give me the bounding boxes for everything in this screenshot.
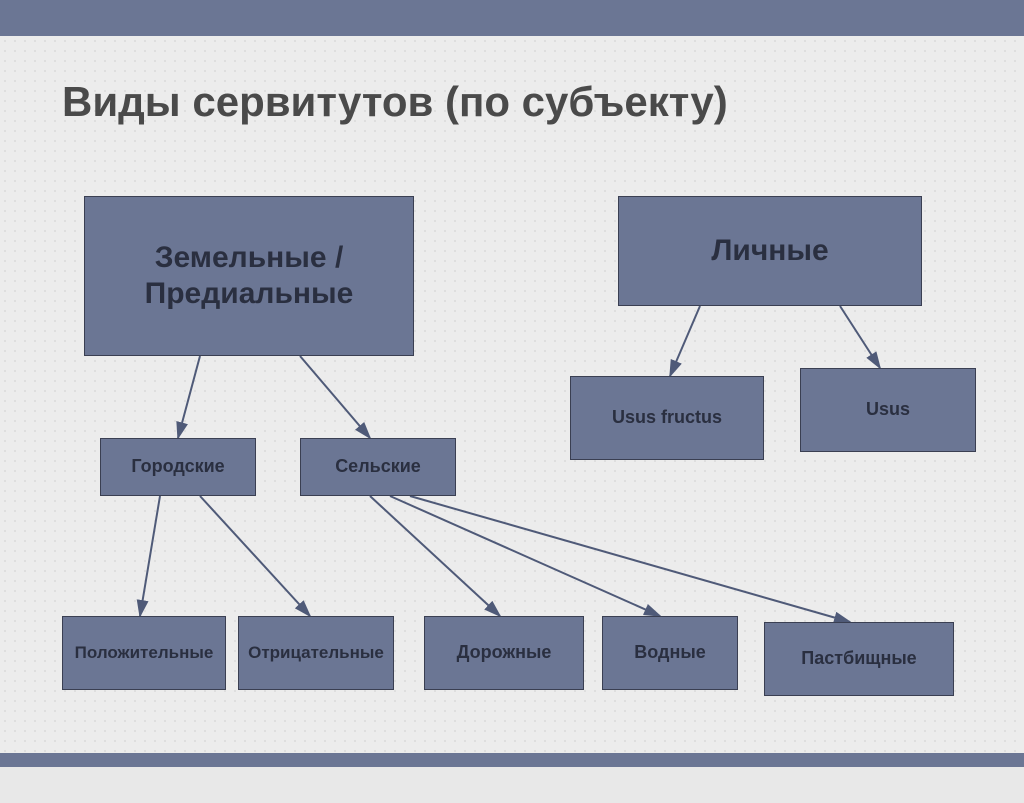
edge-land-rural — [300, 356, 370, 438]
node-usus: Usus — [800, 368, 976, 452]
node-road: Дорожные — [424, 616, 584, 690]
slide-title: Виды сервитутов (по субъекту) — [62, 78, 728, 126]
edge-urban-positive — [140, 496, 160, 616]
node-rural: Сельские — [300, 438, 456, 496]
edge-rural-pasture — [410, 496, 850, 622]
node-pasture: Пастбищные — [764, 622, 954, 696]
edge-land-urban — [178, 356, 200, 438]
edge-personal-usus — [840, 306, 880, 368]
edge-urban-negative — [200, 496, 310, 616]
node-water: Водные — [602, 616, 738, 690]
node-land: Земельные / Предиальные — [84, 196, 414, 356]
node-personal: Личные — [618, 196, 922, 306]
node-urban: Городские — [100, 438, 256, 496]
top-band — [0, 0, 1024, 36]
node-usus_fructus: Usus fructus — [570, 376, 764, 460]
slide-content: Виды сервитутов (по субъекту) Земельные … — [0, 36, 1024, 753]
edge-personal-usus_fructus — [670, 306, 700, 376]
edge-rural-road — [370, 496, 500, 616]
bottom-band — [0, 753, 1024, 767]
edge-rural-water — [390, 496, 660, 616]
node-positive: Положительные — [62, 616, 226, 690]
node-negative: Отрицательные — [238, 616, 394, 690]
